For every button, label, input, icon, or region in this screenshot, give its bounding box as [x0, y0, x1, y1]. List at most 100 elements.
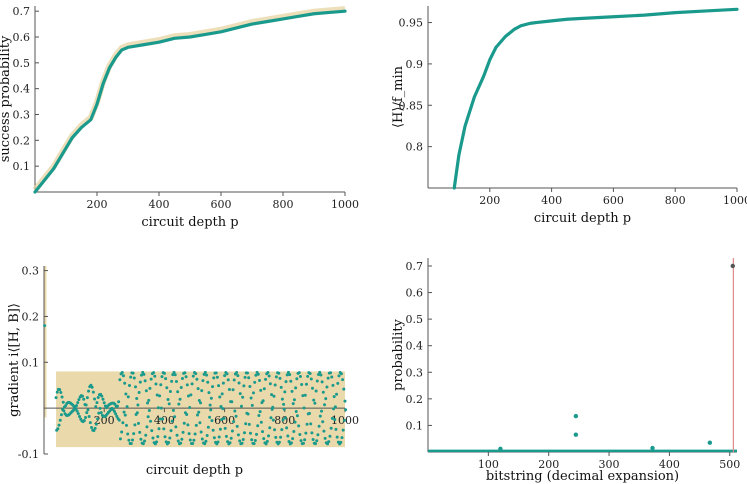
gradient-point	[283, 390, 287, 394]
gradient-point	[190, 382, 194, 386]
gradient-point	[59, 391, 63, 395]
x-tick-label: 800	[665, 194, 686, 207]
success-probability-panel: 200 400 600 800 1000 0.1 0.2 0.3 0.4 0.5 0.6 0.7 cir…	[0, 5, 359, 230]
x-tick-label: 200	[538, 458, 559, 471]
gradient-point	[271, 418, 275, 422]
gradient-point	[62, 409, 66, 413]
x-axis-label: circuit depth p	[141, 215, 238, 230]
gradient-point	[137, 390, 141, 394]
gradient-point	[310, 386, 314, 390]
gradient-point	[197, 410, 201, 414]
gradient-point	[179, 386, 183, 390]
x-tick-label: 1000	[331, 198, 359, 211]
gradient-point	[121, 421, 125, 425]
gradient-point	[309, 422, 313, 426]
gradient-point	[239, 404, 243, 408]
gradient-point	[94, 405, 98, 409]
gradient-point	[244, 422, 248, 426]
gradient-point	[314, 442, 318, 446]
gradient-point	[341, 428, 345, 432]
gradient-point	[273, 428, 277, 432]
gradient-point	[214, 371, 218, 375]
gradient-point	[238, 439, 242, 443]
gradient-point	[234, 414, 238, 418]
gradient-point	[269, 416, 273, 420]
gradient-point	[312, 398, 316, 402]
gradient-point	[143, 439, 147, 443]
gradient-point	[98, 406, 102, 410]
gradient-point	[267, 434, 271, 438]
gradient-point	[186, 423, 190, 427]
gradient-point	[152, 371, 156, 375]
gradient-point	[334, 427, 338, 431]
gradient-point	[123, 413, 127, 417]
gradient-point	[205, 373, 209, 377]
gradient-point	[146, 401, 150, 405]
gradient-point	[332, 407, 336, 411]
gradient-point	[86, 408, 90, 412]
gradient-point	[162, 371, 166, 375]
gradient-point	[206, 380, 210, 384]
gradient-point	[225, 372, 229, 376]
gradient-point	[90, 425, 94, 429]
gradient-point	[286, 370, 290, 374]
gradient-point	[158, 417, 162, 421]
gradient-point	[342, 419, 346, 423]
gradient-point	[258, 379, 262, 383]
gradient-point	[281, 418, 285, 422]
gradient-point	[191, 442, 195, 446]
gradient-point	[117, 400, 121, 404]
gradient-point	[173, 415, 177, 419]
gradient-point	[159, 406, 163, 410]
gradient-point	[187, 432, 191, 436]
gradient-point	[311, 438, 315, 442]
gradient-point	[182, 421, 186, 425]
series-line	[452, 7, 739, 190]
gradient-point	[261, 399, 265, 403]
gradient-point	[173, 373, 177, 377]
gradient-point	[55, 390, 59, 394]
gradient-point	[264, 442, 268, 446]
gradient-point	[188, 438, 192, 442]
gradient-point	[284, 380, 288, 384]
gradient-point	[149, 377, 153, 381]
y-tick-label: 0.3	[13, 109, 31, 122]
gradient-point	[54, 396, 58, 400]
gradient-point	[75, 409, 79, 413]
gradient-point	[221, 407, 225, 411]
gradient-point	[251, 391, 255, 395]
gradient-point	[280, 397, 284, 401]
x-tick-label: 200	[94, 414, 115, 427]
gradient-point	[256, 424, 260, 428]
x-tick-label: 400	[541, 194, 562, 207]
gradient-point	[205, 434, 209, 438]
gradient-point	[333, 405, 337, 409]
gradient-point	[177, 402, 181, 406]
gradient-point	[90, 385, 94, 389]
gradient-point	[121, 374, 125, 378]
gradient-point	[254, 373, 258, 377]
gradient-point	[96, 395, 100, 399]
gradient-point	[145, 425, 149, 429]
gradient-point	[174, 425, 178, 429]
gradient-point	[171, 408, 175, 412]
gradient-point	[292, 398, 296, 402]
gradient-point	[243, 375, 247, 379]
gradient-point	[169, 429, 173, 433]
gradient-point	[144, 433, 148, 437]
gradient-point	[82, 419, 86, 423]
gradient-point	[232, 420, 236, 424]
y-tick-label: 0.3	[22, 265, 40, 278]
gradient-point	[136, 403, 140, 407]
gradient-point	[147, 398, 151, 402]
gradient-point	[57, 423, 61, 427]
gradient-point	[147, 408, 151, 412]
gradient-point	[282, 402, 286, 406]
gradient-point	[248, 431, 252, 435]
gradient-point	[321, 390, 325, 394]
gradient-point	[315, 439, 319, 443]
gradient-point	[286, 434, 290, 438]
gradient-point	[117, 418, 121, 422]
gradient-point	[279, 385, 283, 389]
gradient-point	[325, 385, 329, 389]
